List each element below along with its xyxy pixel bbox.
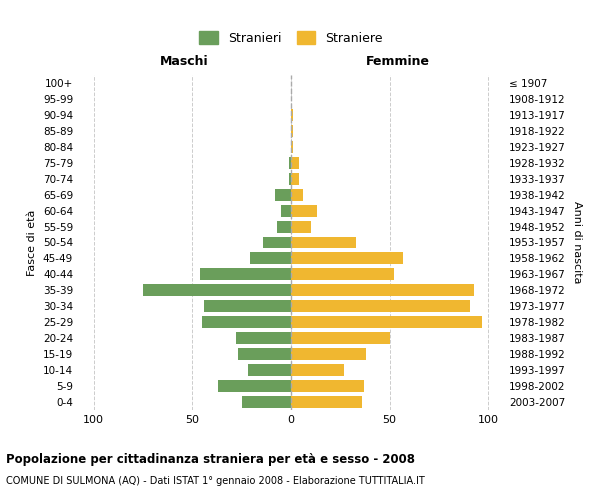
- Bar: [250, 252, 291, 264]
- Text: Maschi: Maschi: [160, 56, 209, 68]
- Bar: [291, 316, 482, 328]
- Bar: [291, 188, 303, 200]
- Bar: [291, 157, 299, 168]
- Bar: [263, 236, 291, 248]
- Bar: [291, 220, 311, 232]
- Bar: [238, 348, 291, 360]
- Text: Femmine: Femmine: [365, 56, 430, 68]
- Bar: [291, 109, 293, 121]
- Y-axis label: Fasce di età: Fasce di età: [28, 210, 37, 276]
- Bar: [200, 268, 291, 280]
- Bar: [289, 157, 291, 168]
- Bar: [236, 332, 291, 344]
- Bar: [291, 396, 362, 408]
- Bar: [291, 300, 470, 312]
- Bar: [291, 348, 366, 360]
- Bar: [218, 380, 291, 392]
- Bar: [291, 172, 299, 184]
- Bar: [281, 204, 291, 216]
- Bar: [242, 396, 291, 408]
- Bar: [291, 141, 293, 153]
- Bar: [291, 364, 344, 376]
- Bar: [289, 172, 291, 184]
- Text: Popolazione per cittadinanza straniera per età e sesso - 2008: Popolazione per cittadinanza straniera p…: [6, 452, 415, 466]
- Bar: [291, 252, 403, 264]
- Legend: Stranieri, Straniere: Stranieri, Straniere: [196, 28, 386, 49]
- Bar: [204, 300, 291, 312]
- Bar: [275, 188, 291, 200]
- Y-axis label: Anni di nascita: Anni di nascita: [572, 201, 582, 284]
- Bar: [291, 268, 394, 280]
- Bar: [291, 204, 317, 216]
- Bar: [248, 364, 291, 376]
- Bar: [291, 236, 356, 248]
- Bar: [291, 125, 293, 137]
- Text: COMUNE DI SULMONA (AQ) - Dati ISTAT 1° gennaio 2008 - Elaborazione TUTTITALIA.IT: COMUNE DI SULMONA (AQ) - Dati ISTAT 1° g…: [6, 476, 425, 486]
- Bar: [291, 332, 389, 344]
- Bar: [291, 284, 475, 296]
- Bar: [277, 220, 291, 232]
- Bar: [143, 284, 291, 296]
- Bar: [202, 316, 291, 328]
- Bar: [291, 380, 364, 392]
